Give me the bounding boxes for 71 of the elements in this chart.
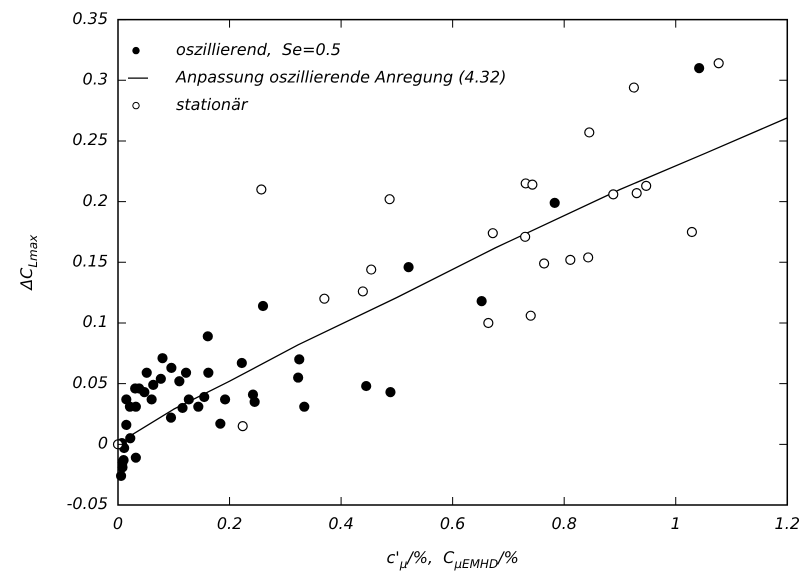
point [236, 358, 247, 368]
point [539, 258, 550, 269]
x-tick-label: 0.8 [551, 514, 577, 533]
point [220, 394, 230, 405]
x-tick-label: 1.2 [774, 514, 800, 533]
point [156, 374, 166, 384]
point [299, 402, 310, 412]
point [250, 396, 260, 407]
point [714, 58, 724, 68]
y-tick-label: 0.15 [72, 251, 108, 270]
point [319, 294, 330, 304]
point [608, 189, 618, 200]
x-tick-label: 0.6 [440, 514, 466, 533]
point [193, 402, 204, 412]
point [121, 420, 132, 430]
point [628, 82, 639, 93]
point [180, 368, 192, 378]
point [293, 372, 304, 383]
point [584, 127, 594, 138]
x-tick-label: 1 [670, 514, 681, 533]
point [384, 194, 395, 204]
point [238, 421, 248, 432]
point [483, 318, 494, 328]
point [488, 228, 498, 238]
point [565, 254, 576, 265]
point [146, 394, 157, 405]
point [694, 63, 704, 74]
point [166, 362, 176, 373]
point [476, 296, 487, 306]
point [157, 353, 168, 364]
point [583, 252, 594, 263]
point [527, 180, 538, 190]
point [686, 226, 698, 238]
y-tick-label: 0.05 [72, 372, 108, 392]
point [174, 376, 184, 386]
point [550, 198, 560, 208]
point [130, 452, 141, 463]
point [385, 387, 396, 398]
point [366, 264, 376, 275]
point [125, 433, 136, 444]
point [526, 310, 536, 321]
y-tick-label: 0.25 [72, 130, 108, 150]
point [632, 188, 642, 198]
legend-label: stationär [176, 94, 249, 114]
legend-label: Anpassung oszillierende Anregung (4.32) [175, 67, 506, 86]
y-tick-label: 0.35 [72, 8, 108, 28]
x-tick-label: 0.2 [216, 514, 242, 533]
y-tick-label: 0 [98, 433, 108, 452]
point [203, 368, 214, 378]
y-axis-title: ΔCLmax [17, 234, 40, 292]
point [256, 184, 266, 195]
y-tick-label: 0.3 [82, 69, 108, 88]
point [403, 262, 414, 272]
point [641, 180, 652, 191]
point [166, 412, 176, 423]
point [121, 394, 132, 405]
y-tick-label: 0.1 [82, 312, 108, 332]
point [142, 368, 152, 378]
point [148, 380, 158, 390]
legend-label: oszillierend, Se=0.5 [176, 40, 341, 59]
y-tick-label: 0.2 [82, 190, 108, 210]
point [202, 331, 213, 342]
point [258, 300, 268, 312]
point [520, 232, 530, 242]
point [361, 380, 372, 392]
point [358, 286, 368, 297]
point [215, 418, 226, 429]
x-tick-label: 0.4 [328, 514, 354, 533]
y-tick-label: -0.05 [66, 494, 108, 514]
point [294, 354, 304, 364]
x-tick-label: 0 [112, 514, 124, 533]
